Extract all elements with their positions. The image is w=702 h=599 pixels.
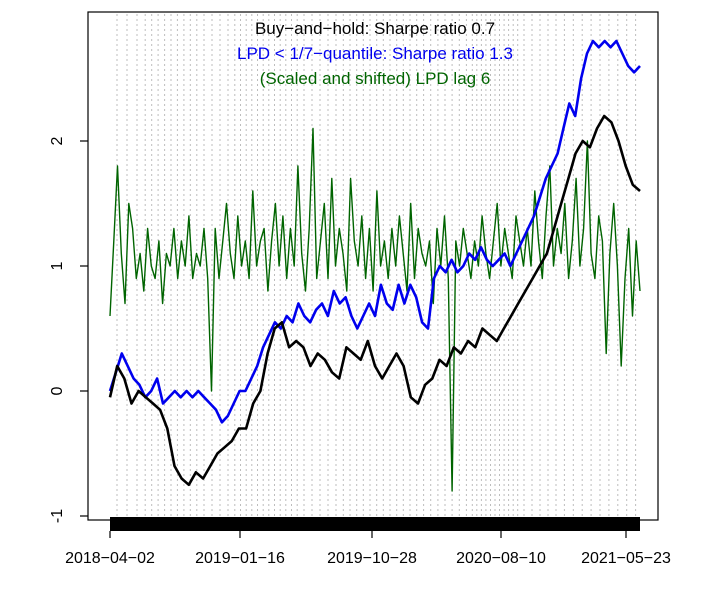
plot-frame [87, 11, 659, 521]
y-tick-label: -1 [49, 509, 66, 523]
y-tick-label: 2 [49, 136, 66, 145]
x-tick-label: 2018−04−02 [65, 550, 155, 567]
x-tick-label: 2021−05−23 [581, 550, 671, 567]
y-tick-label: 0 [49, 386, 66, 395]
signal-rug-bar [110, 517, 640, 531]
x-axis: 2018−04−02 2019−01−16 2019−10−28 2020−08−10… [65, 531, 671, 567]
series-layer [108, 39, 641, 492]
series-line-3 [108, 114, 641, 487]
x-tick-label: 2019−01−16 [195, 550, 285, 567]
y-axis: -1 0 1 2 [49, 136, 88, 523]
series-line-2 [108, 39, 641, 424]
y-tick-label: 1 [49, 261, 66, 270]
x-tick-label: 2020−08−10 [456, 550, 546, 567]
title-line-lpd-lag: (Scaled and shifted) LPD lag 6 [260, 69, 491, 88]
title-line-buy-and-hold: Buy−and−hold: Sharpe ratio 0.7 [255, 19, 495, 38]
series-line-1 [109, 127, 641, 492]
x-tick-label: 2019−10−28 [327, 550, 417, 567]
title-line-lpd-quantile: LPD < 1/7−quantile: Sharpe ratio 1.3 [237, 44, 513, 63]
